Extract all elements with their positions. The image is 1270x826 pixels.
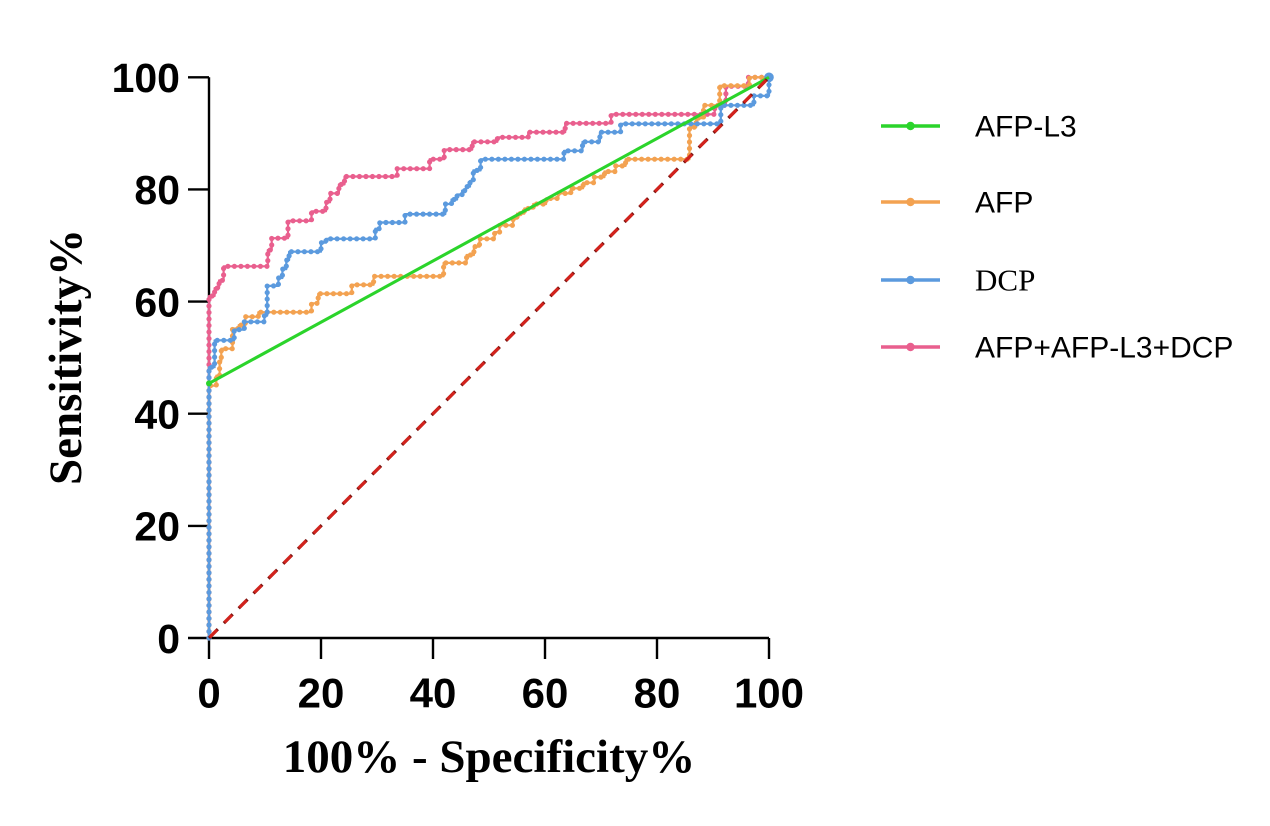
svg-text:AFP+AFP-L3+DCP: AFP+AFP-L3+DCP <box>975 332 1233 365</box>
svg-text:100% - Specificity%: 100% - Specificity% <box>283 731 696 783</box>
svg-text:AFP-L3: AFP-L3 <box>975 111 1077 144</box>
svg-text:60: 60 <box>134 279 180 325</box>
svg-text:40: 40 <box>134 392 180 438</box>
svg-text:Sensitivity%: Sensitivity% <box>40 229 92 485</box>
svg-text:20: 20 <box>134 504 180 550</box>
svg-text:100: 100 <box>112 55 180 101</box>
svg-text:AFP: AFP <box>975 187 1033 220</box>
svg-text:40: 40 <box>410 670 457 717</box>
svg-text:100: 100 <box>734 670 804 717</box>
svg-text:80: 80 <box>134 167 180 213</box>
svg-text:20: 20 <box>298 670 345 717</box>
svg-text:80: 80 <box>634 670 681 717</box>
svg-text:60: 60 <box>522 670 569 717</box>
svg-text:DCP: DCP <box>975 263 1035 298</box>
svg-text:0: 0 <box>157 616 180 662</box>
svg-text:0: 0 <box>197 670 220 717</box>
